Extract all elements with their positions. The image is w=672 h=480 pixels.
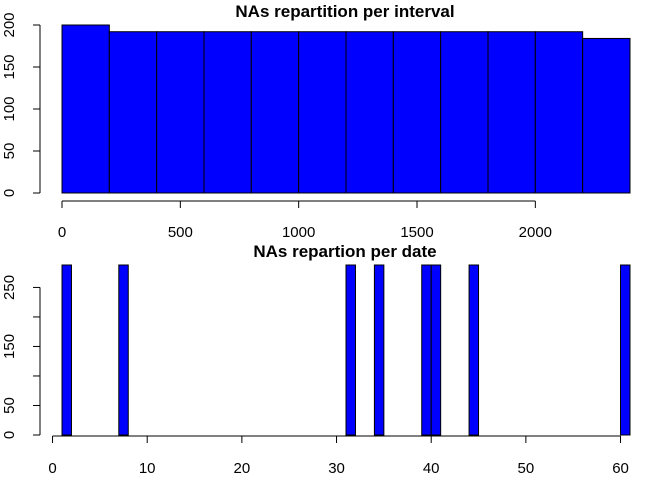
date-histogram: NAs repartion per date 0 10 20 30 40 50 60 0 50…: [1, 242, 631, 477]
y-axis: 0 50 150 250: [1, 275, 41, 439]
bar: [440, 31, 489, 194]
bar: [345, 31, 394, 194]
bars: [61, 24, 631, 194]
bar: [61, 24, 110, 194]
x-tick-label: 1000: [282, 224, 315, 241]
bar: [421, 264, 432, 436]
bar: [534, 31, 584, 194]
y-tick-label: 150: [1, 54, 18, 79]
x-tick-label: 50: [518, 460, 535, 477]
y-tick-label: 50: [1, 397, 18, 414]
y-tick-label: 250: [1, 275, 18, 300]
bar: [468, 264, 480, 436]
x-tick-label: 0: [58, 224, 66, 241]
x-tick-label: 40: [423, 460, 440, 477]
x-axis: 0 500 1000 1500 2000: [58, 200, 552, 241]
bar: [487, 31, 536, 194]
bar: [345, 264, 356, 436]
y-tick-label: 0: [1, 189, 18, 197]
y-tick-label: 100: [1, 96, 18, 121]
y-axis: 0 50 100 150 200: [1, 12, 41, 197]
chart-title: NAs repartion per date: [253, 242, 436, 261]
x-tick-label: 10: [139, 460, 156, 477]
x-tick-label: 20: [234, 460, 251, 477]
bar: [156, 31, 205, 194]
y-tick-label: 50: [1, 143, 18, 160]
bars: [61, 264, 631, 436]
bar: [620, 264, 631, 436]
y-tick-label: 150: [1, 334, 18, 359]
bar: [392, 31, 442, 194]
x-axis: 0 10 20 30 40 50 60: [48, 435, 629, 477]
x-tick-label: 30: [328, 460, 345, 477]
chart-title: NAs repartition per interval: [235, 2, 454, 21]
bar: [250, 31, 300, 194]
bar: [118, 264, 129, 436]
x-tick-label: 60: [612, 460, 629, 477]
x-tick-label: 0: [48, 460, 56, 477]
bar: [430, 264, 442, 436]
bar: [373, 264, 385, 436]
x-tick-label: 2000: [519, 224, 552, 241]
x-tick-label: 500: [168, 224, 193, 241]
bar: [108, 31, 158, 194]
bar: [582, 37, 631, 194]
bar: [298, 31, 347, 194]
bar: [203, 31, 252, 194]
interval-histogram: NAs repartition per interval 0 500 1000 150…: [1, 2, 631, 241]
y-tick-label: 0: [1, 431, 18, 439]
x-tick-label: 1500: [400, 224, 433, 241]
bar: [61, 264, 72, 436]
y-tick-label: 200: [1, 12, 18, 37]
